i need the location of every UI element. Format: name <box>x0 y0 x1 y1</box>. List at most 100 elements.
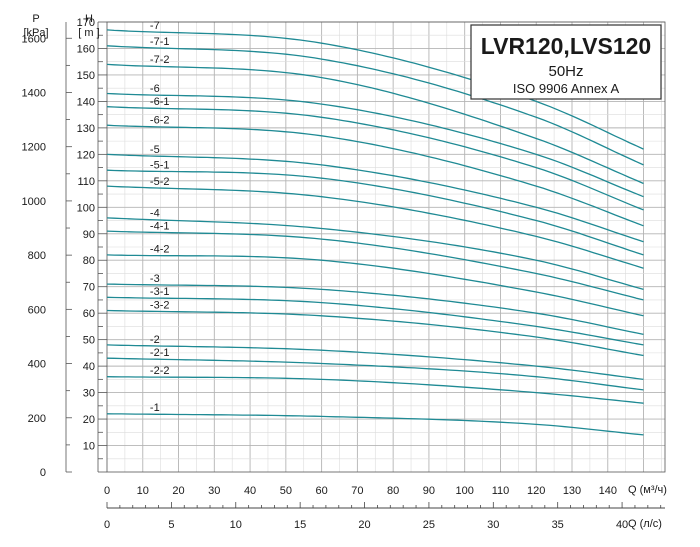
head-tick-label: 80 <box>83 255 95 267</box>
left-axes: 0 200 400 600 800 1000 1200 1400 1600 10 20 30 40 50 6… <box>22 17 107 479</box>
x2-tick-label: 5 <box>168 519 174 531</box>
head-tick-label: 130 <box>77 123 95 135</box>
pump-curve-line <box>106 169 644 256</box>
head-tick-label: 50 <box>83 335 95 347</box>
pressure-axis-label: P <box>32 13 39 25</box>
x-tick-label: 40 <box>244 485 256 497</box>
x-tick-label: 10 <box>137 485 149 497</box>
pressure-tick-label: 1400 <box>22 87 46 99</box>
chart-standard: ISO 9906 Annex A <box>513 81 620 96</box>
pump-curve-line <box>106 376 644 404</box>
pump-curve-label: -6 <box>150 83 160 95</box>
pump-curve-label: -3-1 <box>150 286 170 298</box>
head-tick-label: 30 <box>83 388 95 400</box>
pump-curve-label: -4-1 <box>150 220 170 232</box>
x-tick-label: 30 <box>208 485 220 497</box>
chart-subtitle: 50Hz <box>548 63 583 80</box>
pump-curve-line <box>106 106 644 211</box>
head-tick-label: 140 <box>77 96 95 108</box>
x-tick-label: 70 <box>351 485 363 497</box>
pressure-tick-label: 400 <box>28 359 46 371</box>
x-tick-label: 110 <box>492 485 510 497</box>
x-tick-label: 120 <box>527 485 545 497</box>
pump-curve-label: -1 <box>150 402 160 414</box>
x2-tick-label: 20 <box>358 519 370 531</box>
x-tick-label: 90 <box>423 485 435 497</box>
x-tick-label: 20 <box>172 485 184 497</box>
head-tick-label: 170 <box>77 17 95 29</box>
pump-curve-label: -7-2 <box>150 54 170 66</box>
head-axis-unit: [ m ] <box>78 27 99 39</box>
head-tick-label: 110 <box>77 176 95 188</box>
x-tick-label: 130 <box>563 485 581 497</box>
pump-curve-line <box>106 153 644 243</box>
pressure-tick-label: 600 <box>28 304 46 316</box>
head-tick-label: 10 <box>83 441 95 453</box>
pump-curve-line <box>106 92 644 198</box>
x-tick-label: 60 <box>315 485 327 497</box>
head-axis-label: H <box>85 13 93 25</box>
title-box: LVR120,LVS120 50Hz ISO 9906 Annex A <box>470 24 662 100</box>
pump-curve-line <box>106 124 644 227</box>
pump-curve-label: -2 <box>150 334 160 346</box>
secondary-x-axis: 0 5 10 15 20 25 30 35 40 <box>104 502 665 531</box>
pump-curve-line <box>106 230 644 301</box>
pump-curve-line <box>106 217 644 291</box>
pump-curve-line <box>106 283 644 336</box>
pressure-axis-unit: [kPa] <box>23 27 48 39</box>
pump-curve-line <box>106 254 644 317</box>
pressure-tick-label: 1000 <box>22 196 46 208</box>
pump-curve-line <box>106 63 644 185</box>
curve-labels: -7 -7-1 -7-2 -6-6-1 -6-2 -5 -5-1 -5-2 -4-4-1 -4-2… <box>150 20 170 414</box>
x-tick-label: 50 <box>280 485 292 497</box>
pump-curve-label: -5 <box>150 144 160 156</box>
x-tick-label: 100 <box>456 485 474 497</box>
head-tick-label: 20 <box>83 414 95 426</box>
head-tick-label: 60 <box>83 308 95 320</box>
head-tick-label: 150 <box>77 70 95 82</box>
chart-title: LVR120,LVS120 <box>481 33 651 59</box>
pump-curve-line <box>106 309 644 357</box>
pump-curve-label: -6-2 <box>150 115 170 127</box>
head-tick-label: 70 <box>83 282 95 294</box>
head-tick-label: 160 <box>77 43 95 55</box>
pump-curve-label: -3 <box>150 273 160 285</box>
x2-tick-label: 40 <box>616 519 628 531</box>
head-tick-label: 100 <box>77 202 95 214</box>
pressure-tick-label: 800 <box>28 250 46 262</box>
pump-curve-label: -5-1 <box>150 159 170 171</box>
x2-tick-label: 0 <box>104 519 110 531</box>
pressure-tick-label: 0 <box>40 467 46 479</box>
pump-curve-label: -4-2 <box>150 244 170 256</box>
pump-curve-label: -6-1 <box>150 96 170 108</box>
head-tick-label: 40 <box>83 361 95 373</box>
grid <box>107 21 665 472</box>
pressure-tick-label: 1600 <box>22 33 46 45</box>
head-tick-label: 90 <box>83 229 95 241</box>
pump-curve-line <box>106 45 644 166</box>
x2-tick-label: 35 <box>552 519 564 531</box>
pump-curve-label: -7 <box>150 20 160 32</box>
pump-curve-line <box>106 413 644 436</box>
x2-tick-label: 25 <box>423 519 435 531</box>
x-tick-label: 80 <box>387 485 399 497</box>
plot-frame <box>106 21 666 473</box>
x2-tick-label: 15 <box>294 519 306 531</box>
x-axis: 0 10 20 30 40 50 60 70 80 90 100 110 120 130 140 <box>104 485 617 497</box>
pump-curve-line <box>106 185 644 269</box>
pressure-tick-label: 200 <box>28 413 46 425</box>
pump-curve-label: -2-2 <box>150 365 170 377</box>
pump-curve-line <box>106 296 644 346</box>
pump-curve-label: -5-2 <box>150 176 170 188</box>
curves <box>106 29 644 436</box>
head-tick-label: 120 <box>77 149 95 161</box>
x-axis-label: Q (м³/ч) <box>628 484 667 496</box>
pressure-tick-label: 1200 <box>22 142 46 154</box>
x2-tick-label: 30 <box>487 519 499 531</box>
pump-curve-label: -2-1 <box>150 347 170 359</box>
x-tick-label: 0 <box>104 485 110 497</box>
pump-curve-label: -4 <box>150 208 160 220</box>
x2-axis-label: Q (л/с) <box>628 518 662 530</box>
pump-curve-line <box>106 357 644 391</box>
